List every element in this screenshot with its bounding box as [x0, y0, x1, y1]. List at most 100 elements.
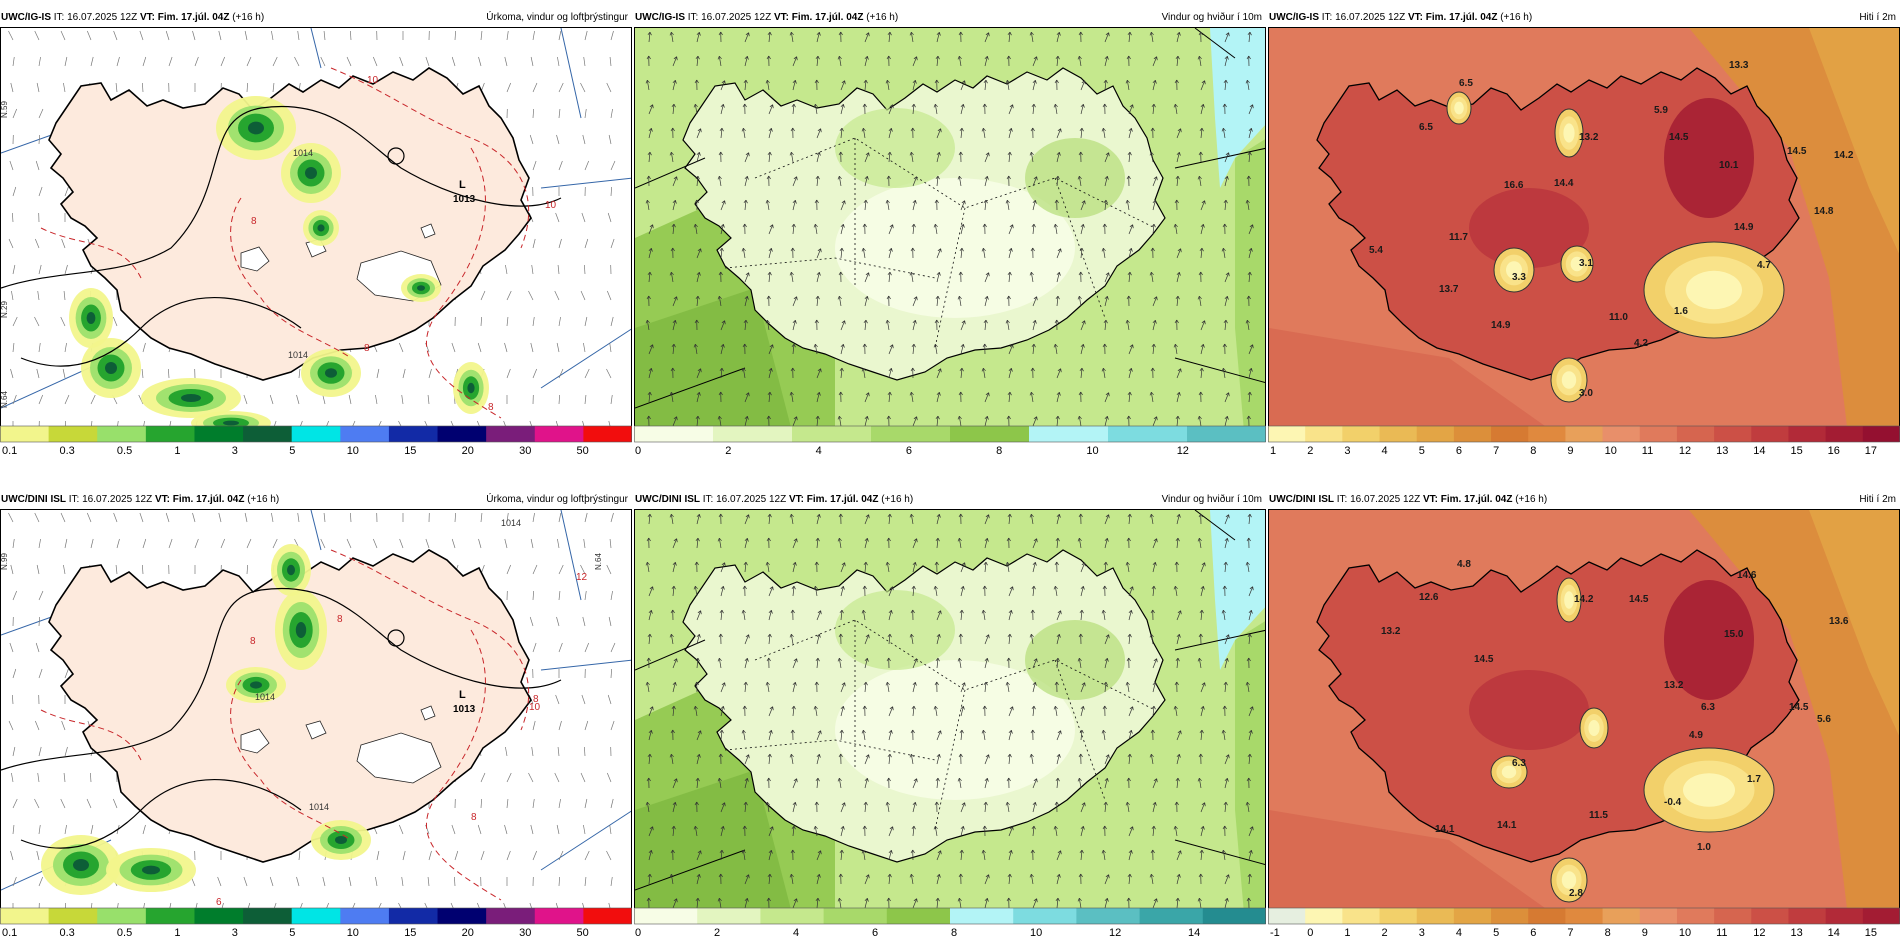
- pressure-low-value: 1013: [453, 194, 476, 205]
- colorbar-swatch: [194, 908, 244, 924]
- colorbar-tick-label: 14: [1753, 445, 1765, 457]
- temperature-value-label: 11.7: [1449, 232, 1468, 243]
- temperature-value-label: 14.2: [1834, 150, 1854, 161]
- colorbar-swatch: [1029, 426, 1109, 442]
- colorbar-tick-label: 3: [232, 445, 238, 457]
- colorbar-swatch: [1416, 426, 1455, 442]
- lead-time: (+16 h): [244, 494, 280, 505]
- colorbar-tick-label: 13: [1716, 445, 1728, 457]
- colorbar-tick-label: 50: [577, 445, 589, 457]
- lead-time: (+16 h): [1512, 494, 1548, 505]
- temperature-value-label: 16.6: [1504, 180, 1524, 191]
- init-time: 16.07.2025 12Z: [1335, 12, 1406, 23]
- colorbar-swatch: [1676, 426, 1715, 442]
- temperature-value-label: 14.6: [1737, 570, 1757, 581]
- wind-map: [634, 27, 1266, 442]
- colorbar-swatch: [1202, 908, 1266, 924]
- temperature-value-label: 1.0: [1697, 842, 1711, 853]
- panel-header: UWC/DINI ISL IT: 16.07.2025 12Z VT: Fim.…: [0, 491, 632, 509]
- colorbar-swatch: [1825, 426, 1864, 442]
- temp-map: 13.3 6.5 6.5 5.9 13.2 14.5 14.5 14.2 10.1 16.6 14.…: [1268, 27, 1900, 442]
- temperature-value-label: 14.9: [1491, 320, 1511, 331]
- colorbar-tick-label: 1: [1344, 927, 1350, 939]
- temperature-value-label: 4.8: [1457, 559, 1471, 570]
- colorbar-tick-label: 10: [1086, 445, 1098, 457]
- isotherm-label: 10: [545, 200, 557, 211]
- colorbar-tick-label: 3: [1419, 927, 1425, 939]
- colorbar-tick-label: 4: [1456, 927, 1462, 939]
- colorbar-tick-label: 6: [1456, 445, 1462, 457]
- model-name: UWC/DINI ISL: [1, 494, 66, 505]
- colorbar: 0 2 4 6 8 10 12 14: [634, 906, 1266, 946]
- colorbar-swatch: [583, 908, 632, 924]
- isotherm-label: 6: [216, 897, 222, 908]
- colorbar: -1 0 1 2 3 4 5 6 7 8 9 10 11 12 13 14 15: [1268, 906, 1900, 946]
- valid-time: VT: Fim. 17.júl. 04Z: [137, 12, 230, 23]
- colorbar-tick-label: 30: [519, 445, 531, 457]
- colorbar-tick-label: 0: [635, 927, 641, 939]
- colorbar-swatch: [1453, 426, 1492, 442]
- colorbar-tick-label: 12: [1109, 927, 1121, 939]
- temperature-value-label: 13.2: [1579, 132, 1599, 143]
- colorbar-swatch: [792, 426, 872, 442]
- colorbar-tick-label: 11: [1642, 445, 1653, 457]
- colorbar-tick-label: 8: [1530, 445, 1536, 457]
- colorbar-swatch: [713, 426, 793, 442]
- isotherm-label: 10: [367, 75, 379, 86]
- colorbar-swatch: [0, 908, 50, 924]
- temperature-value-label: 14.5: [1787, 146, 1807, 157]
- colorbar-tick-label: 7: [1493, 445, 1499, 457]
- colorbar: 0 2 4 6 8 10 12: [634, 424, 1266, 464]
- temperature-value-label: 11.5: [1589, 810, 1608, 821]
- colorbar-tick-label: 0.1: [2, 927, 17, 939]
- panel-run-info: UWC/IG-IS IT: 16.07.2025 12Z VT: Fim. 17…: [1, 12, 265, 23]
- isobar-label: 1014: [293, 148, 313, 158]
- temperature-value-label: 4.7: [1757, 260, 1771, 271]
- colorbar-swatch: [1416, 908, 1455, 924]
- colorbar-tick-label: 0.1: [2, 445, 17, 457]
- panel-title: Úrkoma, vindur og loftþrýstingur: [486, 12, 628, 23]
- colorbar-tick-label: 1: [174, 927, 180, 939]
- panel-header: UWC/DINI ISL IT: 16.07.2025 12Z VT: Fim.…: [634, 491, 1266, 509]
- colorbar-swatch: [48, 908, 98, 924]
- colorbar-tick-label: 8: [996, 445, 1002, 457]
- model-name: UWC/IG-IS: [1, 12, 51, 23]
- isotherm-label: 10: [529, 702, 541, 713]
- colorbar-tick-label: 8: [1605, 927, 1611, 939]
- panel-title: Vindur og hviður í 10m: [1161, 494, 1262, 505]
- temperature-value-label: 14.5: [1789, 702, 1809, 713]
- colorbar-swatch: [583, 426, 632, 442]
- colorbar-tick-label: 0: [635, 445, 641, 457]
- map-panel-ig-temp: UWC/IG-IS IT: 16.07.2025 12Z VT: Fim. 17…: [1268, 9, 1900, 464]
- colorbar-swatch: [388, 426, 439, 442]
- valid-time: VT: Fim. 17.júl. 04Z: [771, 12, 864, 23]
- latitude-label: N.99: [1, 553, 9, 570]
- colorbar-swatch: [886, 908, 951, 924]
- isotherm-label: 12: [576, 572, 588, 583]
- temperature-value-label: 6.3: [1701, 702, 1715, 713]
- colorbar-tick-label: -1: [1270, 927, 1280, 939]
- colorbar-tick-label: 5: [289, 927, 295, 939]
- colorbar-swatch: [1862, 426, 1900, 442]
- model-name: UWC/DINI ISL: [1269, 494, 1334, 505]
- lead-time: (+16 h): [229, 12, 265, 23]
- colorbar-swatch: [1788, 426, 1827, 442]
- map-panel-ig-precip: UWC/IG-IS IT: 16.07.2025 12Z VT: Fim. 17…: [0, 9, 632, 464]
- temperature-value-label: 13.6: [1829, 616, 1849, 627]
- colorbar-swatch: [145, 426, 195, 442]
- colorbar-swatch: [486, 426, 536, 442]
- colorbar-swatch: [1639, 426, 1678, 442]
- colorbar-swatch: [1714, 426, 1752, 442]
- colorbar-tick-label: 10: [1679, 927, 1691, 939]
- colorbar-swatch: [243, 908, 293, 924]
- latitude-label: N.64: [1, 391, 9, 408]
- panel-run-info: UWC/DINI ISL IT: 16.07.2025 12Z VT: Fim.…: [1, 494, 280, 505]
- lead-time: (+16 h): [863, 12, 899, 23]
- colorbar-swatch: [48, 426, 98, 442]
- colorbar-swatch: [291, 908, 341, 924]
- panel-title: Hiti í 2m: [1859, 494, 1896, 505]
- temperature-value-label: 15.0: [1724, 629, 1744, 640]
- isotherm-label: 8: [364, 343, 370, 354]
- colorbar-swatch: [950, 426, 1030, 442]
- colorbar-tick-label: 13: [1791, 927, 1803, 939]
